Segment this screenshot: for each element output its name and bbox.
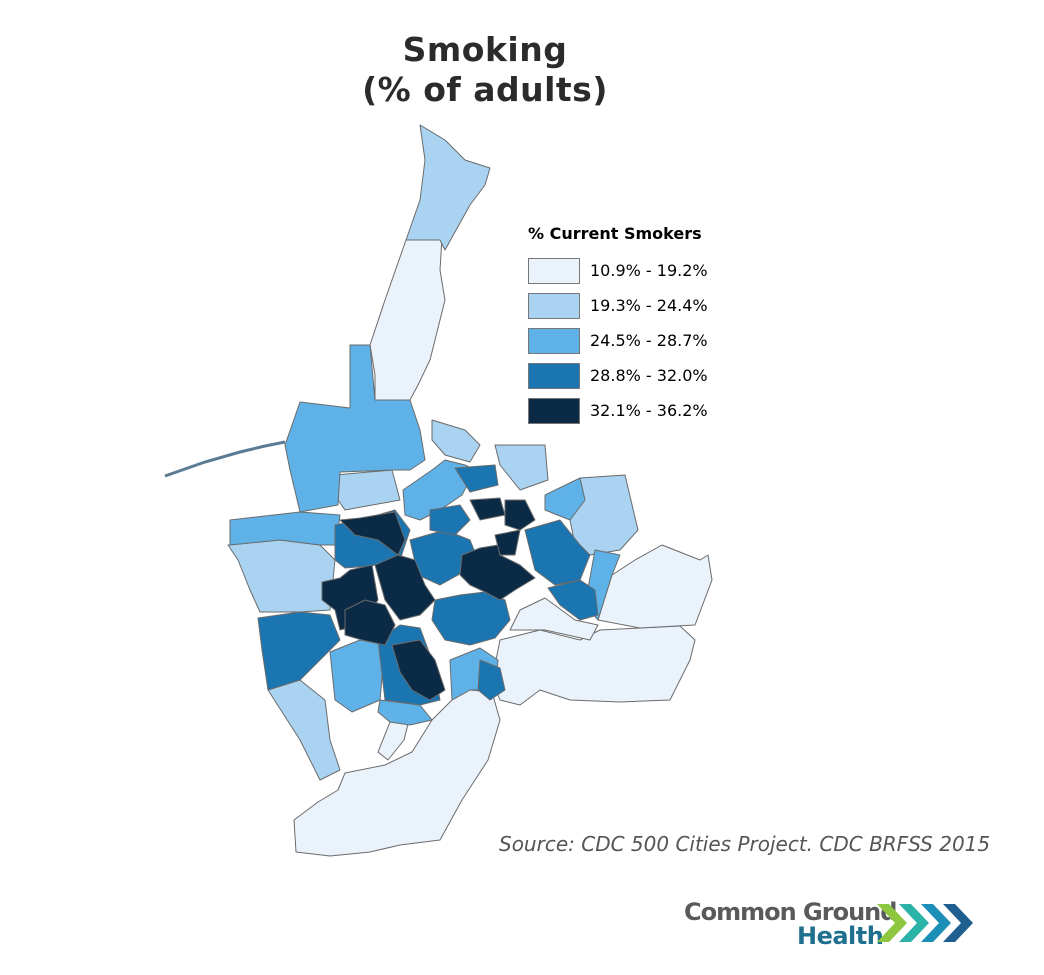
legend-label-5: 32.1% - 36.2%	[590, 401, 708, 420]
census-tract	[454, 464, 499, 493]
census-tract	[494, 529, 521, 556]
legend-item: 24.5% - 28.7%	[528, 323, 708, 358]
chevron-shape	[943, 904, 973, 942]
census-tract	[524, 519, 591, 586]
legend-item: 32.1% - 36.2%	[528, 393, 708, 428]
census-tract	[431, 419, 481, 463]
census-tract	[284, 344, 426, 513]
census-tract	[344, 599, 396, 646]
logo-text-line1: Common Ground	[684, 898, 897, 926]
source-note: Source: CDC 500 Cities Project. CDC BRFS…	[499, 832, 991, 856]
legend-item: 10.9% - 19.2%	[528, 253, 708, 288]
common-ground-health-logo: Common Ground Health	[684, 898, 984, 950]
legend-title: % Current Smokers	[528, 224, 702, 243]
legend-swatch-1	[528, 257, 580, 284]
legend-label-3: 24.5% - 28.7%	[590, 331, 708, 350]
census-tract	[504, 499, 536, 531]
census-tract	[509, 597, 599, 641]
census-tract	[374, 554, 436, 621]
census-tract	[459, 544, 536, 601]
legend: % Current Smokers 10.9% - 19.2% 19.3% - …	[528, 224, 708, 428]
census-tract	[491, 625, 696, 706]
legend-item: 28.8% - 32.0%	[528, 358, 708, 393]
census-tract	[469, 497, 506, 521]
census-tract	[597, 544, 713, 629]
map-title-line1: Smoking	[402, 30, 568, 69]
canal-river	[164, 440, 286, 478]
chevron-shape	[877, 904, 907, 942]
census-tract	[405, 124, 491, 251]
census-tract	[377, 721, 409, 761]
chevron-arrows-icon	[877, 904, 973, 942]
legend-swatch-5	[528, 397, 580, 424]
census-tract	[334, 469, 401, 511]
chevron-shape	[921, 904, 951, 942]
legend-swatch-4	[528, 362, 580, 389]
census-tract	[477, 659, 506, 701]
census-tract	[329, 639, 386, 713]
census-tract	[257, 611, 341, 691]
census-tract	[229, 511, 341, 546]
census-tract	[431, 591, 511, 646]
census-tract	[544, 477, 586, 521]
legend-swatch-2	[528, 292, 580, 319]
census-tract	[227, 539, 336, 613]
legend-swatch-3	[528, 327, 580, 354]
census-tract	[267, 679, 341, 781]
census-tract	[494, 444, 549, 491]
census-tract	[429, 504, 471, 536]
census-tract	[391, 639, 446, 701]
map-title-line2: (% of adults)	[362, 70, 608, 109]
census-tract	[547, 579, 599, 621]
legend-label-2: 19.3% - 24.4%	[590, 296, 708, 315]
legend-label-4: 28.8% - 32.0%	[590, 366, 708, 385]
legend-item: 19.3% - 24.4%	[528, 288, 708, 323]
legend-label-1: 10.9% - 19.2%	[590, 261, 708, 280]
census-tract	[369, 237, 446, 401]
chevron-shape	[899, 904, 929, 942]
logo-text-line2: Health	[797, 922, 884, 950]
